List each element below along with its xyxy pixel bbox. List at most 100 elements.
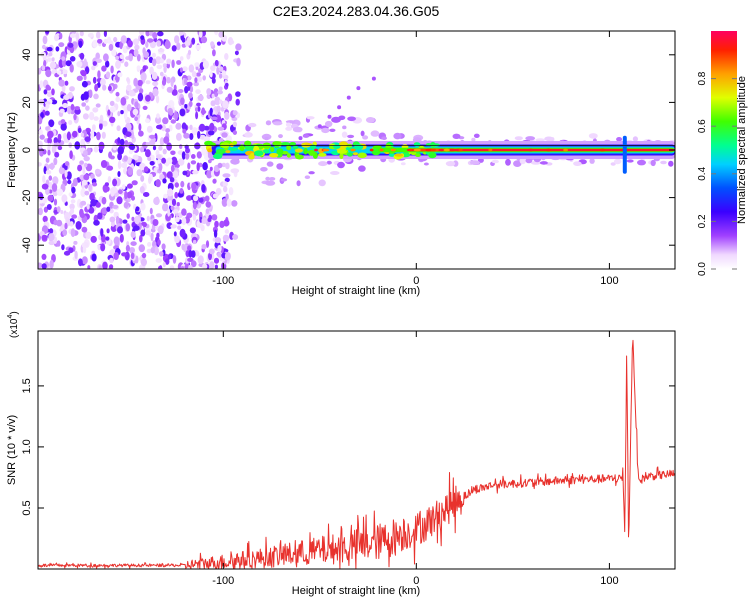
noise-speck <box>79 160 84 165</box>
noise-speck <box>165 128 171 133</box>
noise-speck <box>218 73 223 79</box>
noise-speck <box>224 111 230 120</box>
noise-speck <box>139 162 146 170</box>
noise-speck <box>181 208 187 216</box>
noise-speck <box>164 40 171 50</box>
chirp-point <box>327 114 332 119</box>
noise-speck <box>106 206 111 212</box>
band-blob <box>270 146 275 152</box>
noise-speck <box>95 31 101 39</box>
halo-speck <box>347 134 355 139</box>
noise-speck <box>79 52 85 60</box>
noise-speck <box>119 41 123 50</box>
noise-speck <box>189 124 193 130</box>
noise-speck <box>119 233 124 243</box>
snr-frame <box>37 330 676 570</box>
noise-speck <box>147 156 152 162</box>
noise-speck <box>134 215 141 225</box>
noise-speck <box>193 82 199 87</box>
noise-speck <box>178 158 185 166</box>
band-hotspot <box>488 148 493 152</box>
noise-speck <box>162 63 167 68</box>
halo-speck <box>400 162 406 166</box>
noise-speck <box>96 131 101 141</box>
noise-speck <box>142 47 146 55</box>
noise-speck <box>128 53 133 62</box>
noise-speck <box>151 71 158 80</box>
noise-speck <box>139 31 145 36</box>
band-blob <box>337 149 347 154</box>
noise-speck <box>170 79 174 88</box>
noise-speck <box>174 182 179 188</box>
noise-speck <box>174 191 179 199</box>
noise-speck <box>85 127 91 134</box>
noise-speck <box>57 133 62 141</box>
noise-speck <box>221 198 228 207</box>
noise-speck <box>131 195 135 201</box>
noise-speck <box>107 176 112 183</box>
noise-speck <box>145 94 151 102</box>
halo-speck <box>266 161 274 167</box>
band-blob <box>292 145 299 150</box>
band-blob <box>318 153 327 157</box>
spectrogram-y-tick-label: 20 <box>21 96 33 108</box>
noise-speck <box>155 56 162 65</box>
halo-speck <box>360 130 365 137</box>
noise-speck <box>73 113 77 121</box>
noise-speck <box>65 60 72 67</box>
halo-speck <box>525 136 536 141</box>
noise-speck <box>48 240 55 246</box>
noise-speck <box>47 149 51 156</box>
noise-speck <box>155 95 160 104</box>
noise-speck <box>138 244 145 253</box>
noise-speck <box>192 239 197 245</box>
noise-speck <box>155 258 162 263</box>
noise-speck <box>149 134 156 139</box>
noise-speck <box>126 156 132 164</box>
noise-speck <box>84 162 88 168</box>
noise-speck <box>153 197 160 206</box>
noise-speck <box>105 60 110 68</box>
noise-speck <box>121 252 128 257</box>
band-blob <box>213 153 223 160</box>
noise-speck <box>191 37 196 45</box>
noise-speck <box>48 119 55 128</box>
halo-speck <box>445 161 456 167</box>
noise-speck <box>220 106 225 112</box>
noise-speck <box>88 89 93 98</box>
noise-speck <box>174 216 180 223</box>
noise-speck <box>184 153 190 160</box>
noise-speck <box>48 175 53 181</box>
noise-speck <box>80 200 87 206</box>
noise-speck <box>109 216 116 223</box>
noise-speck <box>117 226 123 234</box>
halo-speck <box>306 116 315 120</box>
noise-speck <box>41 44 46 50</box>
halo-speck <box>230 158 240 165</box>
halo-speck <box>325 120 333 128</box>
noise-speck <box>226 198 232 207</box>
chirp-point <box>317 124 322 129</box>
halo-speck <box>358 165 366 172</box>
halo-speck <box>471 137 476 142</box>
noise-speck <box>140 258 147 267</box>
snr-x-axis-label: Height of straight line (km) <box>292 585 420 597</box>
noise-speck <box>166 157 173 165</box>
noise-speck <box>152 81 159 86</box>
band-blob <box>254 150 264 157</box>
noise-speck <box>105 71 111 79</box>
noise-speck <box>140 35 145 40</box>
noise-speck <box>64 80 69 86</box>
noise-speck <box>100 228 104 237</box>
noise-speck <box>194 77 198 83</box>
noise-speck <box>81 242 86 248</box>
noise-speck <box>195 44 201 51</box>
noise-speck <box>106 228 110 234</box>
noise-speck <box>81 80 88 88</box>
noise-speck <box>93 146 99 153</box>
noise-speck <box>62 69 68 75</box>
noise-speck <box>136 65 141 71</box>
band-hotspot <box>413 148 421 152</box>
noise-speck <box>62 102 68 109</box>
